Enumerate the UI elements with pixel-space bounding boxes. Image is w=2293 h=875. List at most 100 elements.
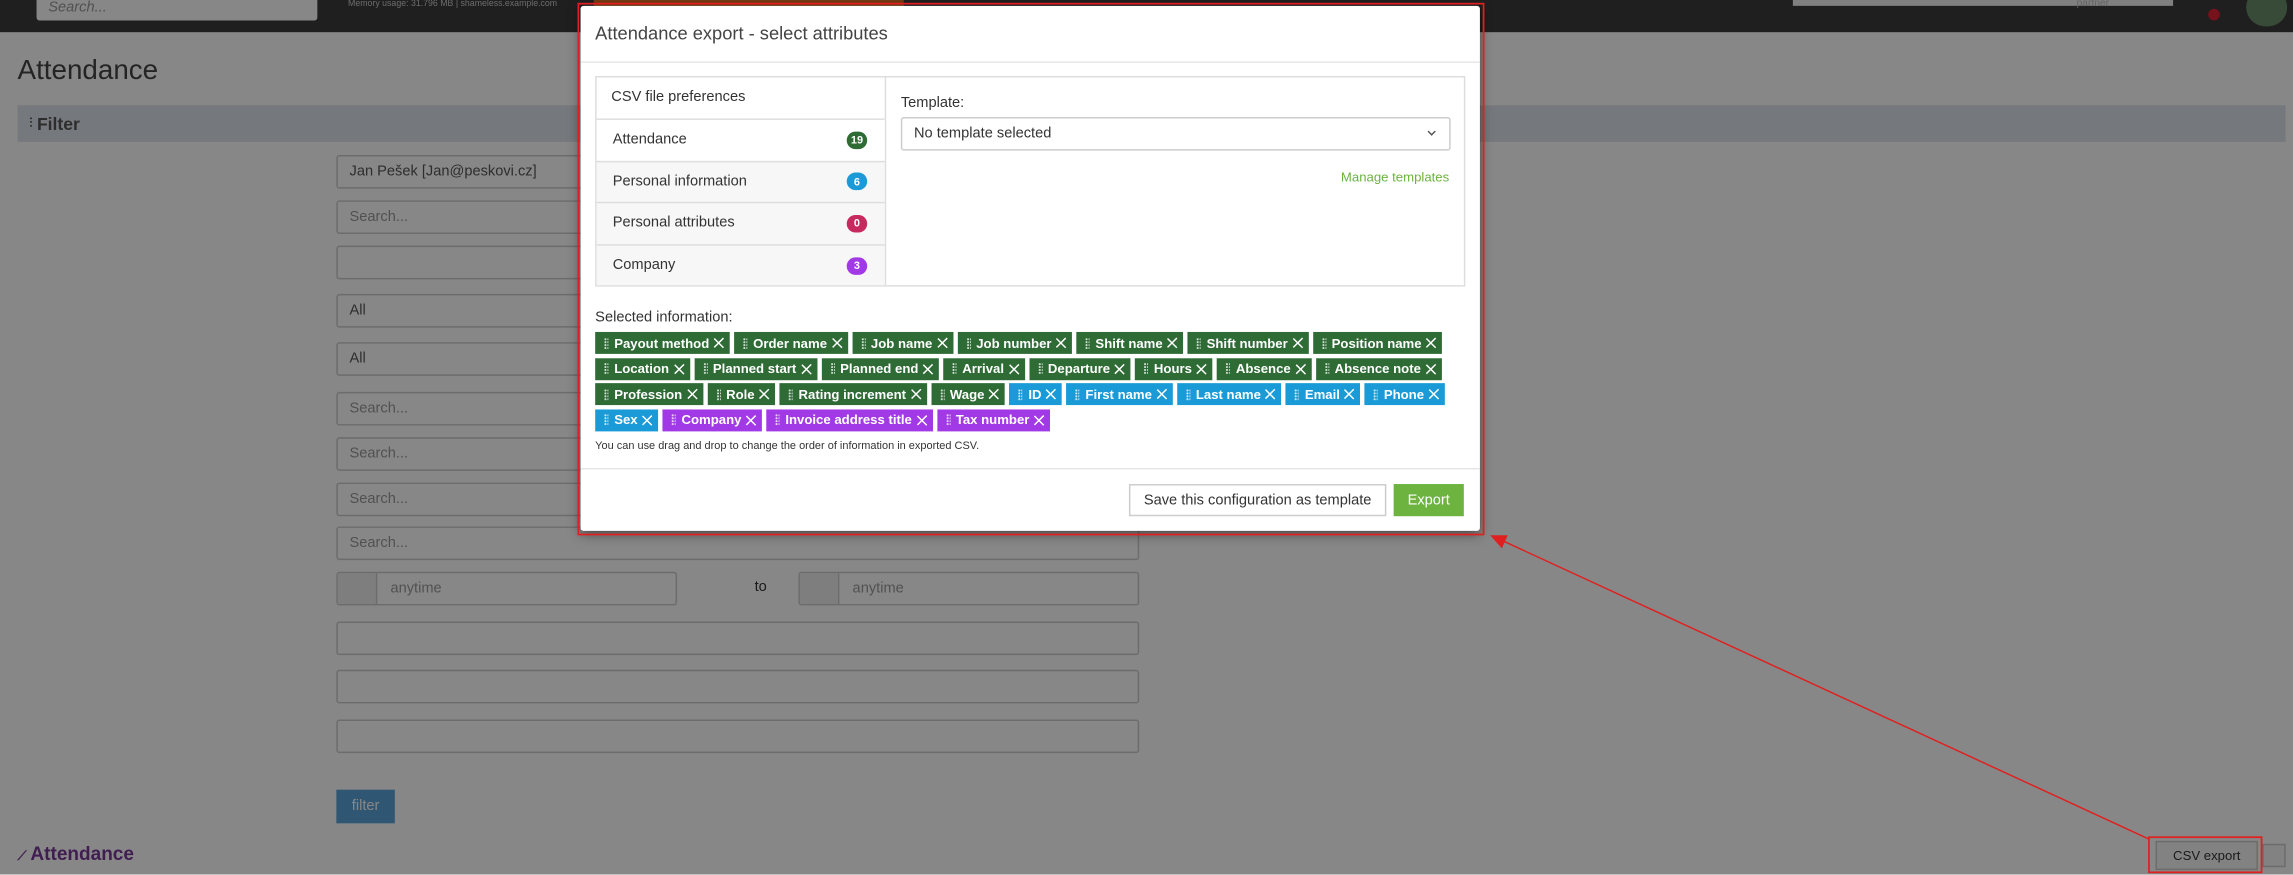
tag[interactable]: Invoice address title xyxy=(766,408,933,431)
tag[interactable]: Payout method xyxy=(595,331,730,354)
modal: Attendance export - select attributes CS… xyxy=(580,5,1480,531)
date-to-label: to xyxy=(754,579,767,596)
drag-handle xyxy=(1085,337,1090,349)
tag[interactable]: Planned start xyxy=(693,357,817,380)
chart-icon: ⟋ xyxy=(17,848,31,863)
tag[interactable]: Sex xyxy=(595,408,659,431)
notification-dot xyxy=(2208,8,2220,21)
tag-name: Order name xyxy=(753,335,828,351)
field-input[interactable] xyxy=(336,719,1140,754)
tag[interactable]: Tax number xyxy=(936,408,1050,431)
save-template-button[interactable]: Save this configuration as template xyxy=(1128,484,1387,517)
tag[interactable]: Email xyxy=(1285,383,1361,406)
tag[interactable]: Job number xyxy=(957,331,1073,354)
tag[interactable]: Departure xyxy=(1028,357,1131,380)
tag-name: Job name xyxy=(870,335,933,351)
tag-name: Absence xyxy=(1235,361,1291,376)
template-label: Template: xyxy=(900,95,965,112)
tab[interactable]: Attendance 19 xyxy=(596,118,885,161)
tag[interactable]: Role xyxy=(707,383,776,406)
calendar-icon xyxy=(799,573,840,604)
tag[interactable]: Profession xyxy=(595,383,703,406)
modal-divider xyxy=(580,61,1480,63)
template-value: No template selected xyxy=(913,125,1052,142)
field-placeholder: Search... xyxy=(349,400,409,417)
tag[interactable]: Location xyxy=(595,357,690,380)
field-input[interactable] xyxy=(336,669,1140,704)
tag-name: Profession xyxy=(614,386,683,402)
tag-name: Last name xyxy=(1195,386,1261,402)
tag-name: Location xyxy=(614,361,670,376)
tab-name: Personal information xyxy=(612,173,747,190)
selected-label: Selected information: xyxy=(595,310,733,327)
field-input[interactable] xyxy=(336,621,1140,656)
field-placeholder: Search... xyxy=(349,446,409,463)
tag[interactable]: Company xyxy=(662,408,762,431)
tag[interactable]: Rating increment xyxy=(779,383,927,406)
date-from-placeholder: anytime xyxy=(390,580,442,597)
date-to-input[interactable]: anytime xyxy=(798,571,1140,606)
search-box[interactable]: Search... xyxy=(36,0,318,21)
tab-list: CSV file preferences Attendance 19 Persona… xyxy=(596,77,887,286)
tag[interactable]: Job name xyxy=(851,331,953,354)
page-title: Attendance xyxy=(17,55,159,87)
drag-handle xyxy=(671,413,676,426)
drag-handle xyxy=(1321,337,1326,349)
arrow-head xyxy=(1490,535,1508,549)
tag[interactable]: First name xyxy=(1066,383,1173,406)
tab-count: 19 xyxy=(846,131,868,149)
tag[interactable]: Wage xyxy=(930,383,1005,406)
manage-templates-link[interactable]: Manage templates xyxy=(1340,169,1450,185)
user-menu[interactable] xyxy=(1792,0,2174,6)
user-name: partner xyxy=(2076,0,2110,9)
annotation-arrow xyxy=(1503,540,2150,841)
drag-handle xyxy=(1185,388,1190,400)
export-button[interactable]: Export xyxy=(1393,484,1464,517)
tab[interactable]: Personal attributes 0 xyxy=(596,202,885,244)
tag[interactable]: Position name xyxy=(1312,331,1443,354)
drag-handle xyxy=(829,362,835,375)
tab[interactable]: Company 3 xyxy=(596,243,885,286)
tag-name: Company xyxy=(681,412,742,428)
hint: You can use drag and drop to change the … xyxy=(595,438,980,452)
drag-handle xyxy=(715,388,721,400)
tag-name: Phone xyxy=(1383,386,1425,402)
date-from-input[interactable]: anytime xyxy=(336,571,678,606)
tag-name: Planned end xyxy=(840,361,919,376)
tag[interactable]: Shift number xyxy=(1187,331,1309,354)
template-select[interactable]: No template selected xyxy=(900,116,1451,151)
tag[interactable]: Arrival xyxy=(943,357,1025,380)
tab[interactable]: Personal information 6 xyxy=(596,160,885,203)
tab-name: Personal attributes xyxy=(612,215,735,232)
tag[interactable]: Shift name xyxy=(1076,331,1184,354)
tab-name: Company xyxy=(612,257,676,274)
tag[interactable]: Last name xyxy=(1176,383,1282,406)
export-highlight xyxy=(2148,836,2263,874)
drag-handle xyxy=(603,337,609,349)
tab-count: 3 xyxy=(846,256,868,275)
drag-handle xyxy=(965,337,971,349)
tag-name: Job number xyxy=(976,335,1052,351)
preferences-panel: CSV file preferences Attendance 19 Persona… xyxy=(595,76,1466,287)
avatar[interactable] xyxy=(2246,0,2288,27)
field-input[interactable]: Search... xyxy=(336,526,1140,561)
tag[interactable]: ID xyxy=(1009,383,1063,406)
filter-button[interactable]: filter xyxy=(336,789,395,824)
drag-handle xyxy=(1294,388,1299,400)
tag[interactable]: Absence xyxy=(1216,357,1312,380)
field-value: All xyxy=(349,302,366,319)
tag-name: First name xyxy=(1085,386,1152,402)
tag[interactable]: Phone xyxy=(1364,383,1445,406)
tag[interactable]: Planned end xyxy=(821,357,939,380)
drag-handle xyxy=(1373,388,1378,400)
tag[interactable]: Order name xyxy=(734,331,848,354)
tag-name: Departure xyxy=(1047,361,1111,376)
tag-name: Position name xyxy=(1331,335,1422,351)
tag[interactable]: Absence note xyxy=(1315,357,1442,380)
tag-name: Invoice address title xyxy=(785,412,912,428)
csv-export-button[interactable]: CSV export xyxy=(2155,840,2258,871)
tag[interactable]: Hours xyxy=(1134,357,1213,380)
expand-button[interactable] xyxy=(2262,843,2286,868)
